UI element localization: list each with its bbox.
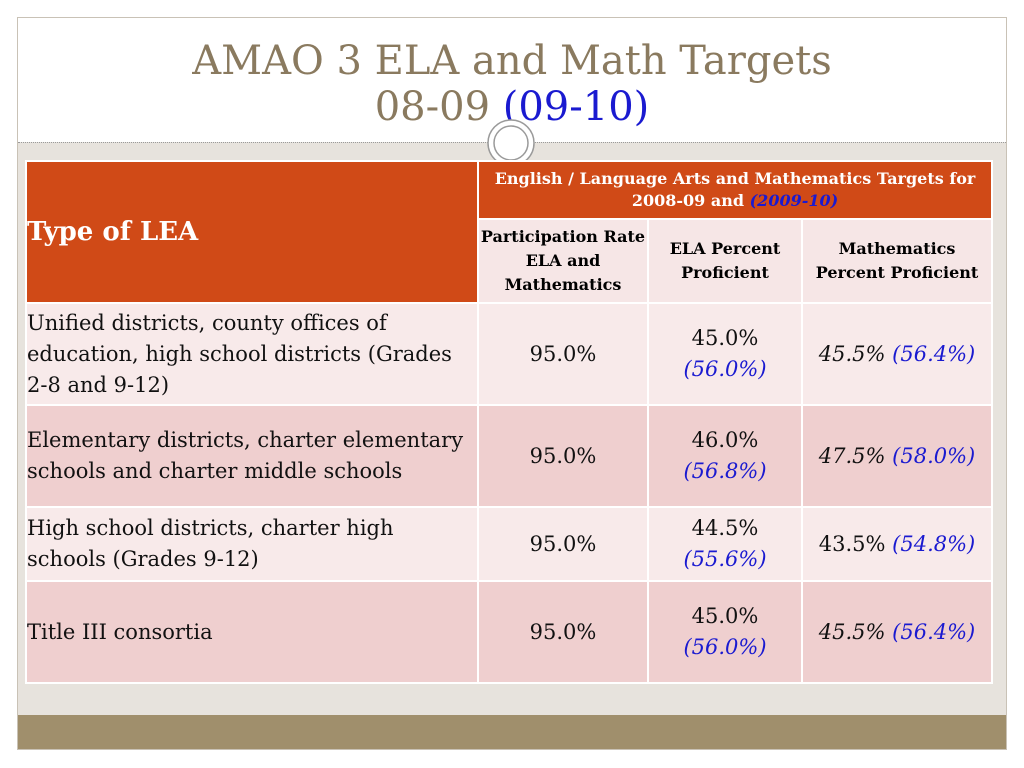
lea-type-cell: High school districts, charter high scho… bbox=[25, 506, 479, 582]
double-ring-ornament-icon bbox=[487, 119, 535, 167]
ela-target-value: 45.0% bbox=[691, 604, 759, 628]
math-target-next-value: (56.4%) bbox=[892, 341, 976, 366]
participation-rate-cell: 95.0% bbox=[477, 506, 649, 582]
ela-target-next-value: (55.6%) bbox=[683, 547, 767, 571]
table-row: High school districts, charter high scho… bbox=[25, 506, 994, 582]
lea-type-cell: Title III consortia bbox=[25, 580, 479, 684]
table-row: Title III consortia 95.0% 45.0% (56.0%) … bbox=[25, 580, 994, 684]
title-year: 08-09 bbox=[374, 84, 491, 130]
type-of-lea-header: Type of LEA bbox=[25, 160, 479, 304]
ela-target-value: 44.5% bbox=[691, 516, 759, 540]
ela-target-cell: 45.0% (56.0%) bbox=[647, 580, 803, 684]
ela-target-value: 46.0% bbox=[691, 428, 759, 452]
math-target-next-value: (56.4%) bbox=[892, 619, 976, 644]
math-target-cell: 45.5% (56.4%) bbox=[800, 302, 994, 406]
title-line-1: AMAO 3 ELA and Math Targets bbox=[192, 38, 832, 84]
ela-target-next-value: (56.0%) bbox=[683, 635, 767, 659]
math-target-value: 43.5% bbox=[818, 531, 886, 556]
ela-target-next-value: (56.0%) bbox=[683, 357, 767, 381]
math-target-next-value: (54.8%) bbox=[892, 531, 976, 556]
math-target-cell: 43.5% (54.8%) bbox=[800, 506, 994, 582]
math-target-cell: 45.5% (56.4%) bbox=[800, 580, 994, 684]
participation-rate-cell: 95.0% bbox=[477, 302, 649, 406]
col-header-math: Mathematics Percent Proficient bbox=[800, 218, 994, 304]
lea-type-cell: Unified districts, county offices of edu… bbox=[25, 302, 479, 406]
participation-rate-cell: 95.0% bbox=[477, 580, 649, 684]
math-target-value: 47.5% bbox=[818, 443, 886, 468]
lea-type-cell: Elementary districts, charter elementary… bbox=[25, 404, 479, 508]
ela-target-value: 45.0% bbox=[691, 326, 759, 350]
title-year-next: (09-10) bbox=[502, 84, 650, 130]
math-target-cell: 47.5% (58.0%) bbox=[800, 404, 994, 508]
targets-group-header-year: (2009-10) bbox=[749, 191, 839, 210]
math-target-value: 45.5% bbox=[818, 341, 886, 366]
ela-target-cell: 45.0% (56.0%) bbox=[647, 302, 803, 406]
targets-table: Type of LEA English / Language Arts and … bbox=[25, 160, 994, 684]
targets-group-header: English / Language Arts and Mathematics … bbox=[476, 160, 994, 220]
footer-bar bbox=[18, 715, 1006, 749]
ela-target-next-value: (56.8%) bbox=[683, 459, 767, 483]
participation-rate-cell: 95.0% bbox=[477, 404, 649, 508]
col-header-ela: ELA Percent Proficient bbox=[647, 218, 803, 304]
slide-title: AMAO 3 ELA and Math Targets 08-09 (09-10… bbox=[18, 38, 1006, 130]
math-target-next-value: (58.0%) bbox=[892, 443, 976, 468]
col-header-participation: Participation Rate ELA and Mathematics bbox=[477, 218, 649, 304]
title-line-2: 08-09 (09-10) bbox=[18, 84, 1006, 130]
ela-target-cell: 46.0% (56.8%) bbox=[647, 404, 803, 508]
targets-group-header-text: English / Language Arts and Mathematics … bbox=[494, 169, 976, 210]
math-target-value: 45.5% bbox=[818, 619, 886, 644]
table-row: Elementary districts, charter elementary… bbox=[25, 404, 994, 508]
table-row: Unified districts, county offices of edu… bbox=[25, 302, 994, 406]
ela-target-cell: 44.5% (55.6%) bbox=[647, 506, 803, 582]
